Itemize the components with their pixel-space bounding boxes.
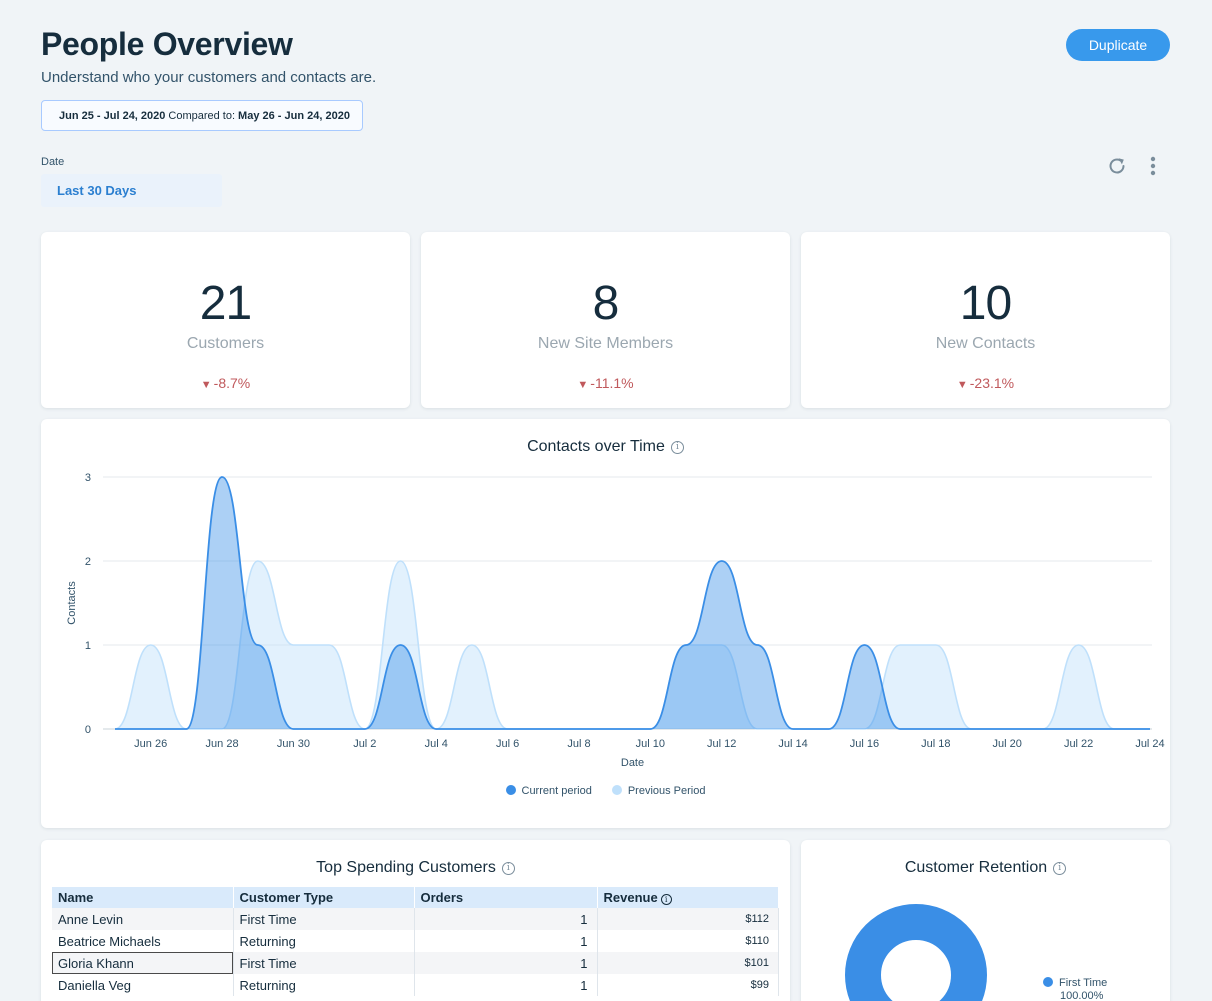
chart-legend: Current period Previous Period [41, 785, 1170, 797]
page-title: People Overview [41, 26, 293, 62]
retention-legend-value: 100.00% [1060, 990, 1104, 1001]
x-tick-label: Jul 6 [496, 738, 519, 750]
info-icon[interactable]: i [501, 862, 515, 875]
donut-slice-first-time[interactable] [845, 904, 987, 1001]
x-axis-label: Date [621, 757, 644, 769]
x-tick-label: Jul 14 [778, 738, 807, 750]
cell-name: Daniella Veg [52, 974, 234, 996]
series-line-current[interactable] [115, 476, 1150, 730]
table-row[interactable]: Gloria Khann First Time 1 $101 [52, 952, 779, 974]
cell-revenue: $112 [597, 908, 779, 930]
x-tick-label: Jul 4 [425, 738, 448, 750]
kpi-card-customers: 21 Customers ▼ -8.7% [41, 232, 410, 408]
cell-type: Returning [233, 974, 415, 996]
x-tick-label: Jul 12 [707, 738, 736, 750]
y-tick-label: 1 [85, 640, 91, 652]
date-filter-label: Date [41, 156, 65, 168]
x-tick-label: Jul 2 [353, 738, 376, 750]
cell-revenue: $101 [597, 952, 779, 974]
x-tick-label: Jul 18 [921, 738, 950, 750]
cell-revenue: $110 [597, 930, 779, 952]
cell-name: Beatrice Michaels [52, 930, 234, 952]
range-current: Jun 25 - Jul 24, 2020 [59, 109, 166, 122]
x-tick-label: Jul 20 [993, 738, 1022, 750]
column-header-type[interactable]: Customer Type [233, 887, 415, 908]
cell-type: First Time [233, 908, 415, 930]
kpi-value: 8 [592, 277, 620, 330]
more-vertical-icon[interactable] [1143, 155, 1163, 177]
chart-title: Contacts over Time i [41, 438, 1170, 456]
legend-dot [611, 785, 622, 795]
series-area-previous[interactable] [115, 561, 1150, 729]
info-icon[interactable]: i [660, 894, 672, 905]
top-spending-customers-card: Top Spending Customers i Name Customer Ty… [41, 840, 790, 1001]
date-range-summary: Jun 25 - Jul 24, 2020 Compared to: May 2… [41, 100, 363, 131]
kpi-card-new-site-members: 8 New Site Members ▼ -11.1% [421, 232, 790, 408]
table-row[interactable]: Anne Levin First Time 1 $112 [52, 908, 779, 930]
y-tick-label: 0 [85, 724, 91, 736]
info-icon[interactable]: i [1053, 862, 1067, 875]
trend-down-icon: ▼ [956, 379, 968, 391]
refresh-icon[interactable] [1106, 155, 1128, 177]
kpi-value: 21 [199, 277, 252, 330]
column-header-revenue[interactable]: Revenue i [597, 887, 779, 908]
customer-retention-card: Customer Retention i First Time 100.00% [801, 840, 1170, 1001]
contacts-over-time-card: 0 1 2 3 Jun 26 Jun 28 Jun 30 Jul 2 Jul 4 Jul 6 Jul… [41, 419, 1170, 828]
cell-revenue: $99 [597, 974, 779, 996]
kpi-card-new-contacts: 10 New Contacts ▼ -23.1% [801, 232, 1170, 408]
series-area-current[interactable] [115, 477, 1150, 729]
table-row[interactable]: Daniella Veg Returning 1 $99 [52, 974, 779, 996]
kpi-label: New Contacts [935, 335, 1036, 352]
y-tick-label: 2 [85, 556, 91, 568]
date-filter-dropdown[interactable]: Last 30 Days [41, 174, 222, 207]
info-icon[interactable]: i [670, 441, 684, 454]
retention-legend-item[interactable]: First Time [1043, 977, 1107, 990]
range-compared-label: Compared to: [168, 109, 236, 122]
duplicate-button[interactable]: Duplicate [1066, 29, 1170, 61]
y-axis-label: Contacts [66, 581, 78, 625]
legend-dot [1043, 977, 1053, 987]
top-spending-table: Name Customer Type Orders Revenue i Anne … [52, 887, 779, 996]
trend-down-icon: ▼ [577, 379, 589, 391]
kpi-value: 10 [959, 277, 1012, 330]
retention-legend: First Time 100.00% [1043, 977, 1107, 1001]
x-tick-label: Jun 26 [134, 738, 167, 750]
cell-orders: 1 [414, 974, 598, 996]
table-header-row: Name Customer Type Orders Revenue i [52, 887, 779, 908]
cell-orders: 1 [414, 930, 598, 952]
kpi-change: ▼ -8.7% [200, 375, 251, 391]
cell-type: First Time [233, 952, 415, 974]
range-previous: May 26 - Jun 24, 2020 [238, 109, 350, 122]
kpi-label: New Site Members [537, 335, 674, 352]
kpi-change: ▼ -23.1% [956, 375, 1015, 391]
column-header-name[interactable]: Name [52, 887, 234, 908]
x-tick-label: Jun 30 [277, 738, 310, 750]
y-tick-label: 3 [85, 472, 91, 484]
x-tick-label: Jul 10 [636, 738, 665, 750]
page-subtitle: Understand who your customers and contac… [41, 69, 377, 86]
table-row[interactable]: Beatrice Michaels Returning 1 $110 [52, 930, 779, 952]
legend-item-current[interactable]: Current period [505, 785, 592, 797]
cell-name[interactable]: Gloria Khann [52, 952, 234, 974]
trend-down-icon: ▼ [200, 379, 212, 391]
x-tick-label: Jul 16 [850, 738, 879, 750]
kpi-change: ▼ -11.1% [577, 375, 634, 391]
kpi-label: Customers [186, 335, 265, 352]
cell-type: Returning [233, 930, 415, 952]
panel-title: Customer Retention i [801, 859, 1170, 877]
retention-donut-chart[interactable] [845, 904, 987, 1001]
cell-name: Anne Levin [52, 908, 234, 930]
cell-orders: 1 [414, 952, 598, 974]
legend-dot [505, 785, 516, 795]
x-tick-label: Jul 22 [1064, 738, 1093, 750]
panel-title: Top Spending Customers i [41, 859, 790, 877]
column-header-orders[interactable]: Orders [414, 887, 598, 908]
cell-orders: 1 [414, 908, 598, 930]
x-tick-label: Jul 8 [567, 738, 590, 750]
legend-item-previous[interactable]: Previous Period [611, 785, 705, 797]
x-tick-label: Jun 28 [206, 738, 239, 750]
x-tick-label: Jul 24 [1135, 738, 1164, 750]
contacts-chart: 0 1 2 3 Jun 26 Jun 28 Jun 30 Jul 2 Jul 4 Jul 6 Jul… [66, 472, 1165, 769]
